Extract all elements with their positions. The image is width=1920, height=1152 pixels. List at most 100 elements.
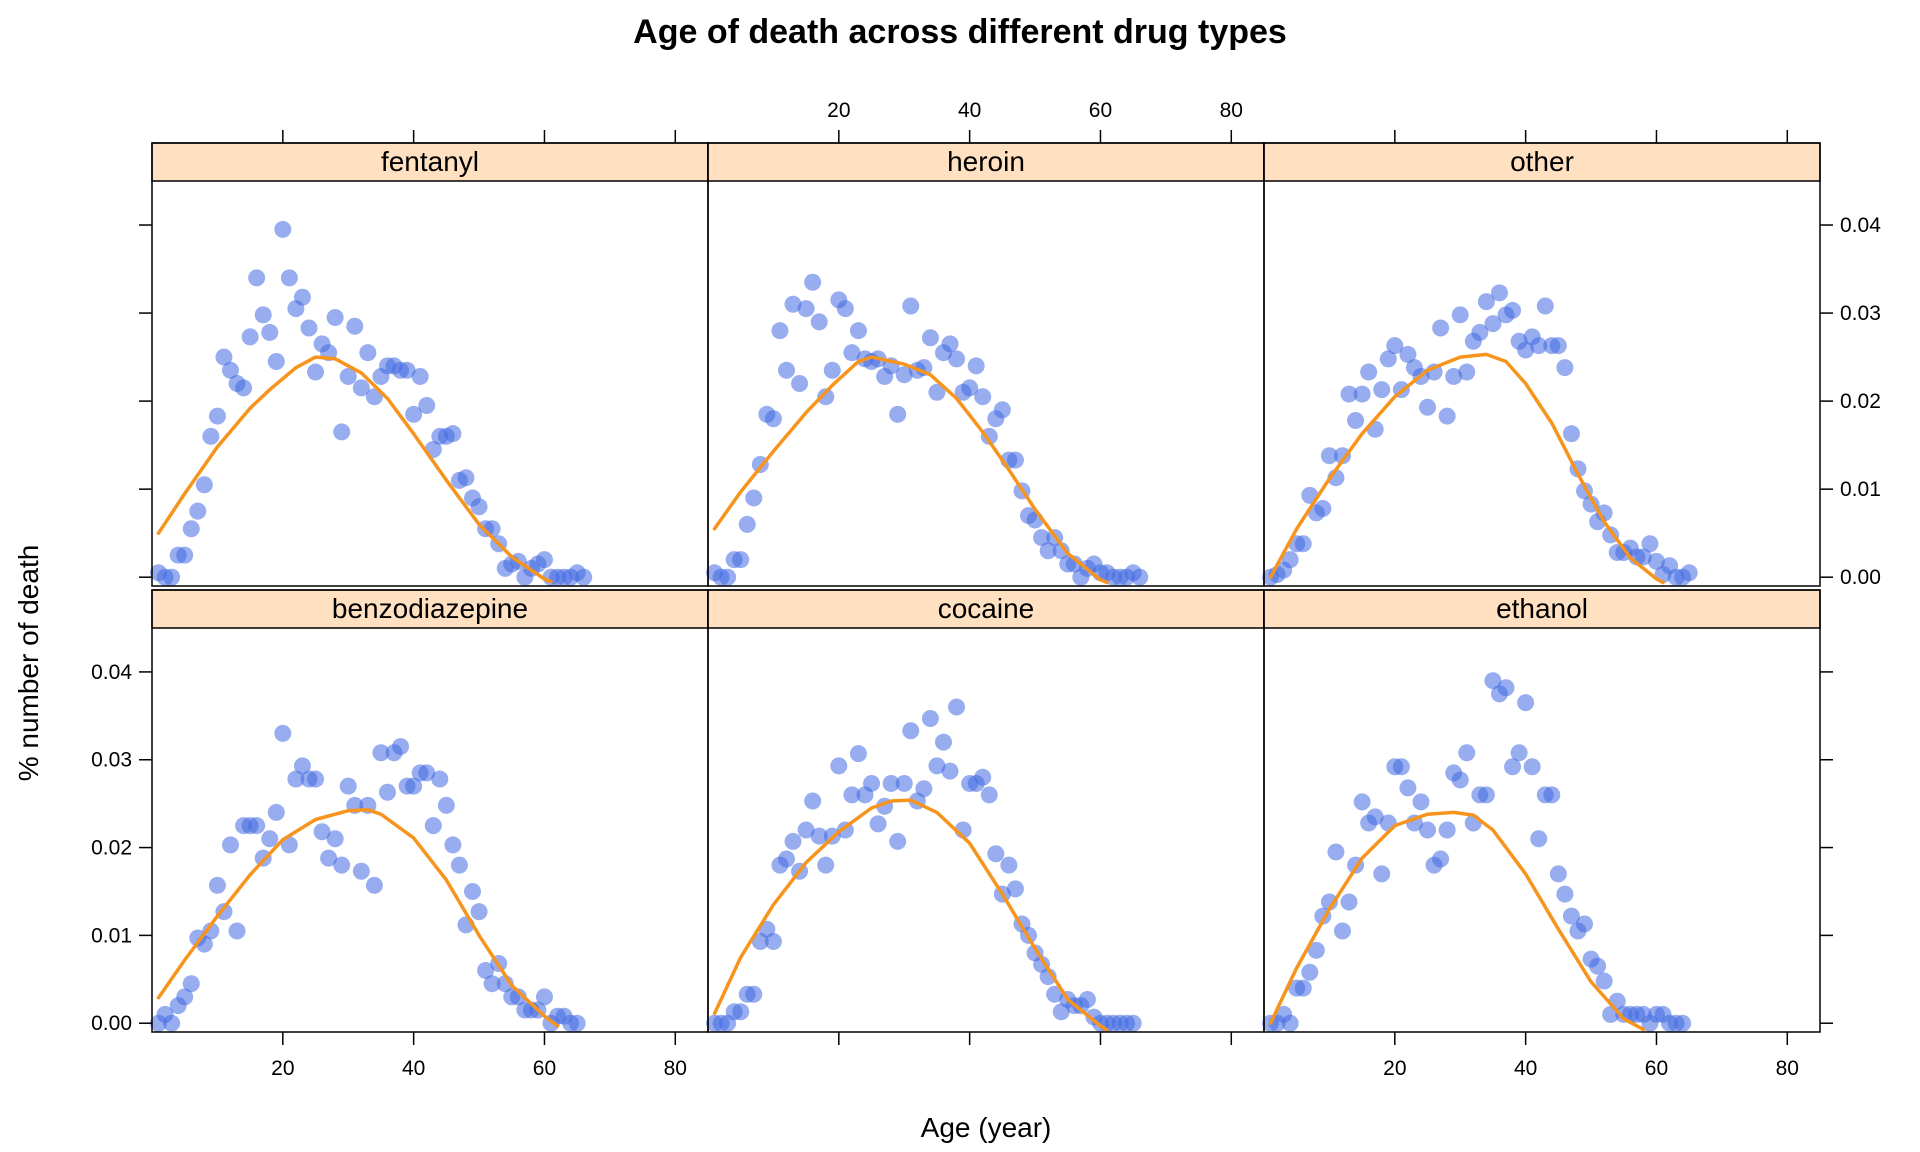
data-point-ethanol xyxy=(1438,821,1456,839)
data-point-benzodiazepine xyxy=(372,744,390,762)
strip-cocaine xyxy=(707,589,1265,629)
data-point-fentanyl xyxy=(352,379,370,397)
data-point-ethanol xyxy=(1458,744,1476,762)
data-point-other xyxy=(1680,564,1698,582)
data-point-other xyxy=(1451,306,1469,324)
y-tick-label-right: 0.01 xyxy=(1840,478,1881,501)
data-point-benzodiazepine xyxy=(431,770,449,788)
data-point-cocaine xyxy=(928,757,946,775)
data-point-fentanyl xyxy=(208,407,226,425)
data-point-ethanol xyxy=(1412,793,1430,811)
strip-label-benzodiazepine: benzodiazepine xyxy=(332,593,528,624)
data-point-heroin xyxy=(771,322,789,340)
strip-label-heroin: heroin xyxy=(947,146,1025,177)
data-point-other xyxy=(1373,381,1391,399)
panel-border-benzodiazepine xyxy=(151,589,709,1033)
data-point-heroin xyxy=(836,300,854,318)
data-point-fentanyl xyxy=(405,405,423,423)
y-tick-label-left: 0.04 xyxy=(91,661,132,684)
data-point-other xyxy=(1458,363,1476,381)
data-point-fentanyl xyxy=(300,319,318,337)
y-tick-label-left: 0.01 xyxy=(91,924,132,947)
data-point-cocaine xyxy=(1078,991,1096,1009)
data-point-ethanol xyxy=(1333,922,1351,940)
data-point-heroin xyxy=(993,401,1011,419)
data-point-cocaine xyxy=(863,774,881,792)
data-point-heroin xyxy=(764,410,782,428)
x-tick-label-top: 20 xyxy=(827,99,850,122)
data-point-heroin xyxy=(974,388,992,406)
data-point-fentanyl xyxy=(307,363,325,381)
data-point-other xyxy=(1477,293,1495,311)
data-point-heroin xyxy=(719,568,737,586)
fit-line-cocaine xyxy=(712,798,1109,1032)
data-point-heroin xyxy=(921,329,939,347)
data-point-other xyxy=(1484,315,1502,333)
fit-line-other xyxy=(1268,352,1665,585)
data-point-fentanyl xyxy=(293,288,311,306)
x-tick-label-top: 40 xyxy=(958,99,981,122)
data-point-heroin xyxy=(849,322,867,340)
data-point-benzodiazepine xyxy=(450,856,468,874)
data-point-heroin xyxy=(895,366,913,384)
data-point-heroin xyxy=(967,357,985,375)
data-point-fentanyl xyxy=(339,367,357,385)
data-point-fentanyl xyxy=(535,551,553,569)
data-point-fentanyl xyxy=(575,568,593,586)
data-point-benzodiazepine xyxy=(326,830,344,848)
data-point-fentanyl xyxy=(254,306,272,324)
data-point-benzodiazepine xyxy=(267,803,285,821)
data-point-benzodiazepine xyxy=(509,988,527,1006)
data-point-heroin xyxy=(732,551,750,569)
data-point-fentanyl xyxy=(221,361,239,379)
y-tick-label-left: 0.03 xyxy=(91,749,132,772)
data-point-fentanyl xyxy=(333,423,351,441)
data-point-fentanyl xyxy=(274,220,292,238)
data-point-benzodiazepine xyxy=(437,796,455,814)
data-point-cocaine xyxy=(948,698,966,716)
data-point-fentanyl xyxy=(182,520,200,538)
x-tick-label-bottom: 20 xyxy=(1383,1057,1406,1080)
data-point-ethanol xyxy=(1419,821,1437,839)
data-point-other xyxy=(1471,323,1489,341)
data-point-fentanyl xyxy=(267,352,285,370)
data-point-fentanyl xyxy=(346,317,364,335)
data-point-heroin xyxy=(1131,568,1149,586)
data-point-cocaine xyxy=(902,722,920,740)
x-tick-label-top: 80 xyxy=(1220,99,1243,122)
data-point-benzodiazepine xyxy=(163,1014,181,1032)
data-point-benzodiazepine xyxy=(280,836,298,854)
data-point-cocaine xyxy=(1006,880,1024,898)
data-point-cocaine xyxy=(732,1003,750,1021)
strip-label-ethanol: ethanol xyxy=(1496,593,1588,624)
data-point-benzodiazepine xyxy=(470,903,488,921)
data-point-cocaine xyxy=(797,821,815,839)
data-point-benzodiazepine xyxy=(313,823,331,841)
data-point-benzodiazepine xyxy=(339,777,357,795)
y-tick-label-left: 0.00 xyxy=(91,1012,132,1035)
data-point-ethanol xyxy=(1327,843,1345,861)
y-tick-label-right: 0.00 xyxy=(1840,566,1881,589)
data-point-benzodiazepine xyxy=(352,862,370,880)
data-point-other xyxy=(1314,500,1332,518)
data-point-fentanyl xyxy=(189,502,207,520)
data-point-heroin xyxy=(902,297,920,315)
data-point-ethanol xyxy=(1281,1014,1299,1032)
data-point-cocaine xyxy=(934,733,952,751)
data-point-cocaine xyxy=(777,850,795,868)
data-point-heroin xyxy=(1033,529,1051,547)
data-point-other xyxy=(1490,284,1508,302)
x-tick-label-bottom: 40 xyxy=(1514,1057,1537,1080)
strip-ethanol xyxy=(1263,589,1821,629)
data-point-fentanyl xyxy=(280,269,298,287)
data-point-ethanol xyxy=(1477,786,1495,804)
data-point-cocaine xyxy=(784,832,802,850)
data-point-fentanyl xyxy=(235,379,253,397)
data-point-cocaine xyxy=(764,933,782,951)
data-point-ethanol xyxy=(1595,972,1613,990)
data-point-ethanol xyxy=(1549,865,1567,883)
data-point-other xyxy=(1340,385,1358,403)
data-point-fentanyl xyxy=(411,367,429,385)
data-point-cocaine xyxy=(882,774,900,792)
data-point-benzodiazepine xyxy=(182,975,200,993)
